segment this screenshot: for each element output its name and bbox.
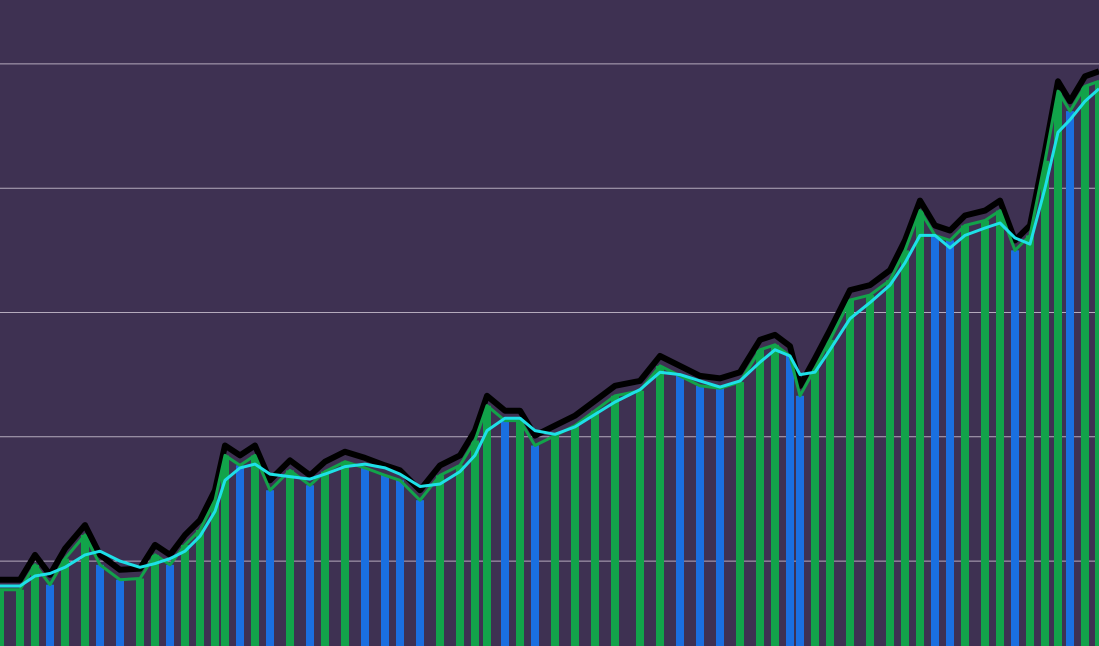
volume-bar xyxy=(31,564,39,646)
volume-bar xyxy=(981,220,989,646)
volume-bar xyxy=(846,300,854,646)
volume-bar xyxy=(341,461,349,646)
volume-bar xyxy=(196,530,204,646)
volume-bar xyxy=(1066,111,1074,646)
volume-bar xyxy=(456,465,464,646)
volume-bar xyxy=(866,295,874,646)
volume-bar xyxy=(181,544,189,646)
volume-bar xyxy=(901,250,909,646)
volume-bar xyxy=(1095,81,1099,646)
volume-bar xyxy=(16,589,24,646)
volume-bar xyxy=(396,480,404,646)
volume-bar xyxy=(136,578,144,646)
volume-bar xyxy=(771,344,779,646)
volume-bar xyxy=(531,445,539,646)
volume-bar xyxy=(251,455,259,646)
volume-bar xyxy=(286,470,294,646)
volume-bar xyxy=(361,467,369,646)
volume-bar xyxy=(321,471,329,646)
volume-bar xyxy=(811,368,819,646)
volume-bar xyxy=(116,579,124,646)
volume-bar xyxy=(716,388,724,646)
volume-bar xyxy=(551,435,559,646)
volume-bar xyxy=(1054,91,1062,646)
volume-bar xyxy=(436,475,444,646)
volume-bar xyxy=(46,584,54,646)
volume-bar xyxy=(0,589,4,646)
volume-bar xyxy=(81,534,89,646)
volume-bar xyxy=(516,420,524,646)
volume-bar xyxy=(826,339,834,646)
volume-bar xyxy=(381,475,389,646)
volume-bar xyxy=(676,375,684,646)
volume-bar xyxy=(266,490,274,646)
volume-bar xyxy=(151,554,159,646)
volume-bar xyxy=(656,365,664,646)
volume-bar xyxy=(736,382,744,646)
volume-bar xyxy=(696,385,704,646)
volume-bar xyxy=(221,455,229,646)
volume-bar xyxy=(96,564,104,646)
volume-bar xyxy=(61,558,69,646)
volume-bar xyxy=(931,235,939,646)
volume-bar xyxy=(1011,250,1019,646)
volume-bar xyxy=(571,425,579,646)
volume-bar xyxy=(886,280,894,646)
volume-bar xyxy=(636,390,644,646)
volume-bar xyxy=(1026,235,1034,646)
volume-bar xyxy=(416,500,424,646)
volume-bar xyxy=(166,564,174,646)
volume-bar xyxy=(961,225,969,646)
volume-bar xyxy=(1041,160,1049,646)
volume-bar xyxy=(483,405,491,646)
series-line xyxy=(0,87,1099,588)
volume-bar xyxy=(1081,86,1089,646)
volume-bar xyxy=(501,420,509,646)
volume-bar xyxy=(611,395,619,646)
volume-bar xyxy=(211,500,219,646)
volume-bar xyxy=(756,349,764,646)
volume-bar xyxy=(916,210,924,646)
volume-bar xyxy=(236,465,244,646)
volume-bar xyxy=(306,485,314,646)
volume-bar xyxy=(996,210,1004,646)
volume-bar xyxy=(786,356,794,646)
volume-bar xyxy=(591,410,599,646)
volume-bar xyxy=(946,240,954,646)
volume-bar xyxy=(471,440,479,646)
series-line xyxy=(0,68,1099,583)
volume-bar xyxy=(796,395,804,646)
